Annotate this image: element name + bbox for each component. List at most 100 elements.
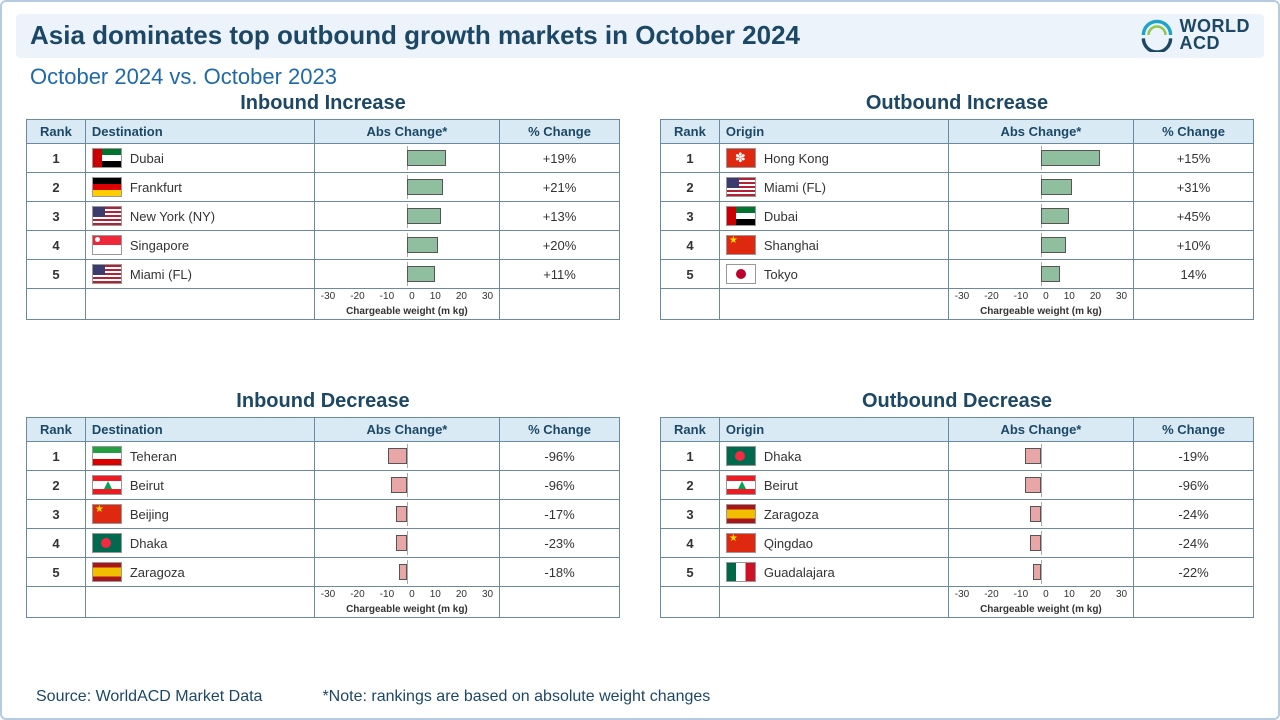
axis-tick: 10 bbox=[1064, 291, 1075, 302]
panel-title: Inbound Increase bbox=[26, 92, 620, 115]
location-cell: Beijing bbox=[85, 500, 314, 529]
axis-tick: -20 bbox=[984, 589, 998, 600]
bar bbox=[1030, 535, 1041, 551]
abs-change-cell bbox=[314, 202, 499, 231]
axis-row: -30-20-100102030Chargeable weight (m kg) bbox=[27, 587, 620, 618]
panel-out_dec: Outbound DecreaseRankOriginAbs Change*% … bbox=[660, 390, 1254, 682]
abs-change-cell bbox=[948, 500, 1133, 529]
axis-tick: 0 bbox=[1043, 291, 1049, 302]
rank-cell: 4 bbox=[661, 529, 720, 558]
rank-cell: 1 bbox=[661, 442, 720, 471]
location-cell: Dhaka bbox=[85, 529, 314, 558]
axis-tick: -30 bbox=[955, 291, 969, 302]
footer-source: Source: WorldACD Market Data bbox=[36, 688, 262, 706]
pct-change-cell: -96% bbox=[500, 442, 620, 471]
table-row: 5Miami (FL)+11% bbox=[27, 260, 620, 289]
col-header: % Change bbox=[1134, 418, 1254, 442]
axis-tick: -30 bbox=[955, 589, 969, 600]
location-name: Shanghai bbox=[764, 238, 819, 253]
axis-row: -30-20-100102030Chargeable weight (m kg) bbox=[661, 289, 1254, 320]
pct-change-cell: -18% bbox=[500, 558, 620, 587]
panel-title: Outbound Increase bbox=[660, 92, 1254, 115]
flag-icon bbox=[726, 504, 756, 524]
table-row: 4Singapore+20% bbox=[27, 231, 620, 260]
bar bbox=[1041, 266, 1060, 282]
location-cell: New York (NY) bbox=[85, 202, 314, 231]
rank-cell: 3 bbox=[27, 500, 86, 529]
location-name: Beirut bbox=[130, 478, 164, 493]
col-header: % Change bbox=[1134, 120, 1254, 144]
table-row: 5Guadalajara-22% bbox=[661, 558, 1254, 587]
col-header: Abs Change* bbox=[314, 120, 499, 144]
flag-icon bbox=[92, 533, 122, 553]
table-row: 3New York (NY)+13% bbox=[27, 202, 620, 231]
col-header: Rank bbox=[661, 418, 720, 442]
location-name: Beijing bbox=[130, 507, 169, 522]
location-name: Beirut bbox=[764, 478, 798, 493]
rank-cell: 3 bbox=[661, 500, 720, 529]
location-name: Qingdao bbox=[764, 536, 813, 551]
abs-change-cell bbox=[314, 500, 499, 529]
location-cell: Frankfurt bbox=[85, 173, 314, 202]
axis-tick: 30 bbox=[1116, 589, 1127, 600]
bar bbox=[1041, 237, 1066, 253]
axis-tick: 10 bbox=[430, 589, 441, 600]
location-cell: Tokyo bbox=[719, 260, 948, 289]
rank-cell: 5 bbox=[661, 260, 720, 289]
pct-change-cell: -17% bbox=[500, 500, 620, 529]
col-header: Abs Change* bbox=[314, 418, 499, 442]
location-cell: Zaragoza bbox=[85, 558, 314, 587]
flag-icon bbox=[92, 206, 122, 226]
location-name: New York (NY) bbox=[130, 209, 215, 224]
abs-change-cell bbox=[314, 260, 499, 289]
data-table: RankOriginAbs Change*% Change1Hong Kong+… bbox=[660, 119, 1254, 320]
footer: Source: WorldACD Market Data *Note: rank… bbox=[16, 684, 1264, 706]
flag-icon bbox=[92, 148, 122, 168]
location-name: Zaragoza bbox=[130, 565, 185, 580]
table-row: 3Zaragoza-24% bbox=[661, 500, 1254, 529]
pct-change-cell: -24% bbox=[1134, 500, 1254, 529]
flag-icon bbox=[726, 446, 756, 466]
rank-cell: 5 bbox=[661, 558, 720, 587]
rank-cell: 1 bbox=[661, 144, 720, 173]
bar bbox=[1025, 448, 1041, 464]
brand-name: WORLD ACD bbox=[1180, 18, 1250, 52]
axis-label: Chargeable weight (m kg) bbox=[321, 306, 493, 317]
abs-change-cell bbox=[314, 558, 499, 587]
col-header: Rank bbox=[661, 120, 720, 144]
table-row: 3Dubai+45% bbox=[661, 202, 1254, 231]
flag-icon bbox=[92, 562, 122, 582]
flag-icon bbox=[726, 475, 756, 495]
axis-tick: 0 bbox=[409, 291, 415, 302]
location-name: Miami (FL) bbox=[764, 180, 826, 195]
axis-tick: 20 bbox=[456, 291, 467, 302]
panels-grid: Inbound IncreaseRankDestinationAbs Chang… bbox=[16, 92, 1264, 684]
location-name: Singapore bbox=[130, 238, 189, 253]
bar bbox=[1041, 179, 1072, 195]
axis-tick: -30 bbox=[321, 589, 335, 600]
col-header: Abs Change* bbox=[948, 120, 1133, 144]
location-cell: Hong Kong bbox=[719, 144, 948, 173]
rank-cell: 2 bbox=[661, 173, 720, 202]
rank-cell: 4 bbox=[27, 231, 86, 260]
table-row: 4Qingdao-24% bbox=[661, 529, 1254, 558]
axis-tick: -20 bbox=[984, 291, 998, 302]
table-row: 1Dhaka-19% bbox=[661, 442, 1254, 471]
axis-tick: -10 bbox=[1014, 291, 1028, 302]
abs-change-cell bbox=[314, 471, 499, 500]
bar bbox=[407, 237, 438, 253]
bar bbox=[1030, 506, 1041, 522]
location-cell: Singapore bbox=[85, 231, 314, 260]
location-name: Tokyo bbox=[764, 267, 798, 282]
location-name: Dubai bbox=[764, 209, 798, 224]
bar bbox=[407, 208, 441, 224]
abs-change-cell bbox=[948, 558, 1133, 587]
abs-change-cell bbox=[314, 231, 499, 260]
table-row: 2Beirut-96% bbox=[27, 471, 620, 500]
axis-label: Chargeable weight (m kg) bbox=[321, 604, 493, 615]
axis-label: Chargeable weight (m kg) bbox=[955, 306, 1127, 317]
pct-change-cell: -23% bbox=[500, 529, 620, 558]
rank-cell: 2 bbox=[27, 173, 86, 202]
axis-tick: 30 bbox=[482, 291, 493, 302]
col-header: % Change bbox=[500, 418, 620, 442]
